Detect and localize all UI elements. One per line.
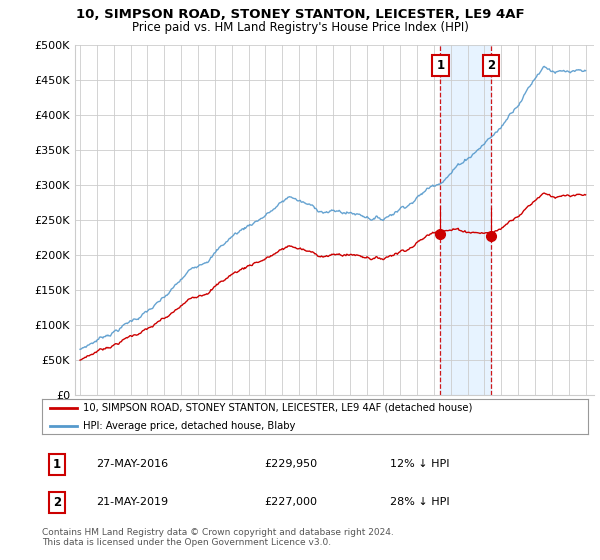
Text: 10, SIMPSON ROAD, STONEY STANTON, LEICESTER, LE9 4AF (detached house): 10, SIMPSON ROAD, STONEY STANTON, LEICES… <box>83 403 472 413</box>
Text: 21-MAY-2019: 21-MAY-2019 <box>96 497 168 507</box>
Text: HPI: Average price, detached house, Blaby: HPI: Average price, detached house, Blab… <box>83 421 295 431</box>
Text: Contains HM Land Registry data © Crown copyright and database right 2024.
This d: Contains HM Land Registry data © Crown c… <box>42 528 394 547</box>
Text: £229,950: £229,950 <box>264 459 317 469</box>
Text: 27-MAY-2016: 27-MAY-2016 <box>96 459 168 469</box>
Bar <box>440 45 491 395</box>
Text: 1: 1 <box>53 458 61 471</box>
Text: 12% ↓ HPI: 12% ↓ HPI <box>390 459 449 469</box>
Text: 28% ↓ HPI: 28% ↓ HPI <box>390 497 449 507</box>
Text: Price paid vs. HM Land Registry's House Price Index (HPI): Price paid vs. HM Land Registry's House … <box>131 21 469 34</box>
Text: £227,000: £227,000 <box>264 497 317 507</box>
Text: 2: 2 <box>487 59 495 72</box>
Text: 10, SIMPSON ROAD, STONEY STANTON, LEICESTER, LE9 4AF: 10, SIMPSON ROAD, STONEY STANTON, LEICES… <box>76 8 524 21</box>
Text: 2: 2 <box>53 496 61 509</box>
Text: 1: 1 <box>436 59 445 72</box>
